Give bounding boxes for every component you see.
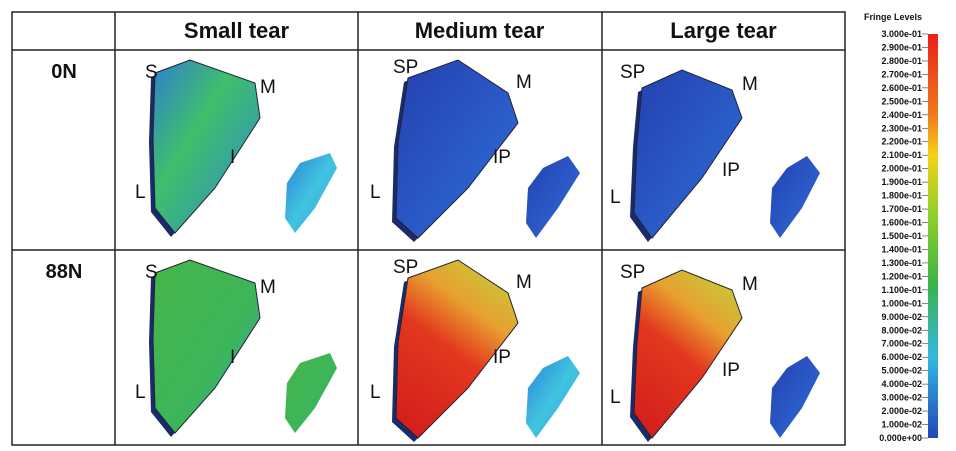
region-label: S xyxy=(145,262,158,283)
region-label: SP xyxy=(393,257,418,278)
region-label: L xyxy=(135,182,146,203)
cell-image: SP M IP L xyxy=(370,57,580,242)
region-label: I xyxy=(230,147,235,168)
cell-image: SP M IP L xyxy=(370,257,580,442)
legend-level: 1.100e-01 xyxy=(881,285,922,295)
region-label: IP xyxy=(722,360,740,381)
cell-image: S M I L xyxy=(135,260,337,437)
cell-image: SP M IP L xyxy=(610,62,820,242)
legend-level: 1.500e-01 xyxy=(881,231,922,241)
column-header: Small tear xyxy=(184,18,290,43)
region-label: IP xyxy=(493,347,511,368)
region-label: L xyxy=(370,382,381,403)
region-label: S xyxy=(145,62,158,83)
region-label: IP xyxy=(722,160,740,181)
row-label: 88N xyxy=(46,261,83,283)
legend-level: 4.000e-02 xyxy=(881,379,922,389)
cell-image: S M I L xyxy=(135,60,337,237)
legend-level: 2.200e-01 xyxy=(881,137,922,147)
legend-level: 0.000e+00 xyxy=(879,433,922,443)
model-small xyxy=(285,153,337,233)
legend-level: 1.900e-01 xyxy=(881,177,922,187)
model-main xyxy=(153,60,260,233)
legend-level: 2.900e-01 xyxy=(881,42,922,52)
model-small xyxy=(526,356,580,438)
model-main xyxy=(153,260,260,433)
legend-level: 5.000e-02 xyxy=(881,366,922,376)
legend-level: 1.400e-01 xyxy=(881,244,922,254)
column-header: Medium tear xyxy=(415,18,545,43)
legend-level: 2.400e-01 xyxy=(881,110,922,120)
region-label: SP xyxy=(393,57,418,78)
model-main xyxy=(634,270,742,438)
region-label: M xyxy=(516,72,532,93)
legend-level: 3.000e-01 xyxy=(881,29,922,39)
figure: Small tear Medium tear Large tear 0N S M I L SP M… xyxy=(0,0,956,451)
model-small xyxy=(770,356,820,438)
legend-level: 1.700e-01 xyxy=(881,204,922,214)
region-label: IP xyxy=(493,147,511,168)
region-label: M xyxy=(742,74,758,95)
model-small xyxy=(285,353,337,433)
region-label: L xyxy=(135,382,146,403)
region-label: L xyxy=(610,187,621,208)
model-small xyxy=(526,156,580,238)
legend-level: 2.700e-01 xyxy=(881,69,922,79)
legend-level: 2.100e-01 xyxy=(881,150,922,160)
region-label: M xyxy=(516,272,532,293)
legend-level: 2.000e-02 xyxy=(881,406,922,416)
region-label: L xyxy=(610,387,621,408)
model-main xyxy=(634,70,742,238)
legend-level: 2.800e-01 xyxy=(881,56,922,66)
column-header: Large tear xyxy=(670,18,777,43)
legend-level: 6.000e-02 xyxy=(881,352,922,362)
legend-level: 2.600e-01 xyxy=(881,83,922,93)
legend-level: 2.300e-01 xyxy=(881,123,922,133)
region-label: M xyxy=(260,277,276,298)
region-label: I xyxy=(230,347,235,368)
row-label: 0N xyxy=(51,61,77,83)
cell-image: SP M IP L xyxy=(610,262,820,442)
legend-level: 7.000e-02 xyxy=(881,339,922,349)
legend-level: 2.500e-01 xyxy=(881,96,922,106)
legend-level: 2.000e-01 xyxy=(881,164,922,174)
model-small xyxy=(770,156,820,238)
legend-level: 1.800e-01 xyxy=(881,191,922,201)
region-label: SP xyxy=(620,62,645,83)
legend-level: 1.300e-01 xyxy=(881,258,922,268)
region-label: M xyxy=(260,77,276,98)
legend-level: 3.000e-02 xyxy=(881,393,922,403)
legend-level: 9.000e-02 xyxy=(881,312,922,322)
legend-level: 1.000e-01 xyxy=(881,298,922,308)
colorbar xyxy=(928,34,938,438)
region-label: L xyxy=(370,182,381,203)
legend-level: 1.000e-02 xyxy=(881,420,922,430)
legend-title: Fringe Levels xyxy=(864,12,922,22)
legend-level: 8.000e-02 xyxy=(881,325,922,335)
legend-level: 1.600e-01 xyxy=(881,218,922,228)
region-label: M xyxy=(742,274,758,295)
legend-level: 1.200e-01 xyxy=(881,271,922,281)
region-label: SP xyxy=(620,262,645,283)
